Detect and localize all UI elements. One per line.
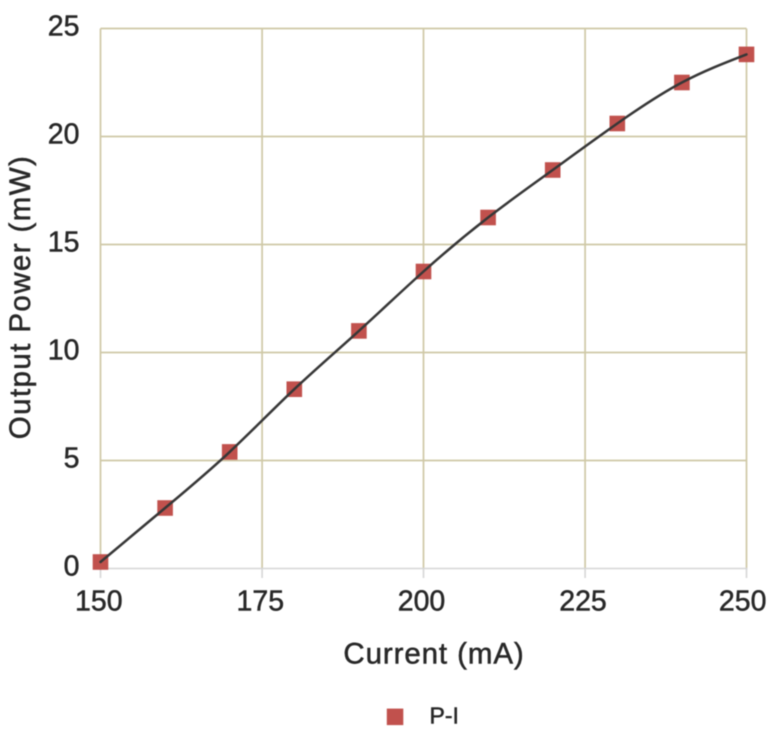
svg-text:5: 5 xyxy=(64,443,80,475)
svg-text:250: 250 xyxy=(719,585,767,617)
svg-text:10: 10 xyxy=(48,335,80,367)
svg-text:200: 200 xyxy=(398,585,446,617)
svg-text:15: 15 xyxy=(48,227,80,259)
svg-text:175: 175 xyxy=(237,585,285,617)
svg-text:25: 25 xyxy=(48,11,80,43)
svg-text:P-I: P-I xyxy=(430,703,459,729)
svg-text:20: 20 xyxy=(48,119,80,151)
svg-text:150: 150 xyxy=(75,585,123,617)
svg-text:0: 0 xyxy=(64,551,80,583)
svg-text:225: 225 xyxy=(559,585,607,617)
svg-text:Current (mA): Current (mA) xyxy=(343,637,524,670)
svg-text:Output Power (mW): Output Power (mW) xyxy=(4,155,37,439)
